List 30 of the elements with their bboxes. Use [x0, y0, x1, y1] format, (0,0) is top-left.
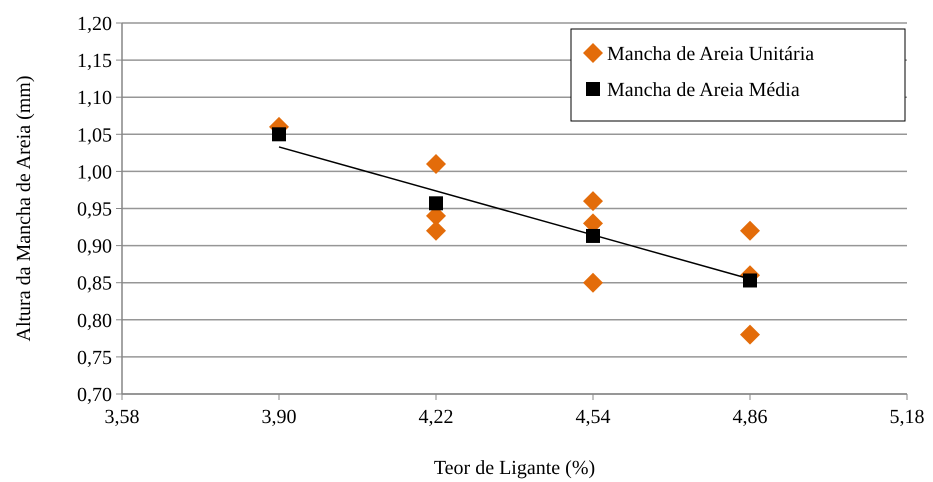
point	[583, 272, 603, 293]
x-tick-label: 4,22	[418, 406, 454, 428]
y-tick-label: 1,10	[77, 87, 112, 110]
point	[272, 127, 286, 142]
y-tick-label: 1,20	[77, 13, 112, 35]
y-tick-label: 0,80	[77, 310, 112, 332]
point	[586, 228, 600, 243]
y-tick-label: 0,95	[77, 198, 112, 220]
point	[740, 324, 760, 345]
x-tick-label: 5,18	[890, 406, 924, 428]
y-tick-label: 0,90	[77, 236, 112, 258]
y-tick-label: 1,00	[77, 161, 112, 184]
y-tick-label: 1,05	[77, 124, 112, 146]
legend-label: Mancha de Areia Média	[607, 79, 800, 101]
point	[426, 154, 446, 174]
point	[583, 191, 603, 212]
legend-label: Mancha de Areia Unitária	[607, 43, 814, 65]
point	[743, 273, 757, 288]
x-tick-label: 4,54	[576, 406, 610, 428]
y-tick-label: 1,15	[77, 50, 112, 72]
x-axis-title: Teor de Ligante (%)	[434, 457, 596, 479]
point	[429, 196, 443, 210]
y-tick-label: 0,70	[77, 384, 112, 406]
y-axis-title: Altura da Mancha de Areia (mm)	[13, 75, 35, 342]
x-tick-label: 4,86	[732, 406, 768, 428]
point	[740, 220, 760, 241]
y-tick-label: 0,85	[77, 272, 112, 295]
x-tick-label: 3,58	[104, 406, 140, 428]
x-tick-label: 3,90	[262, 406, 296, 428]
y-tick-label: 0,75	[77, 346, 112, 369]
